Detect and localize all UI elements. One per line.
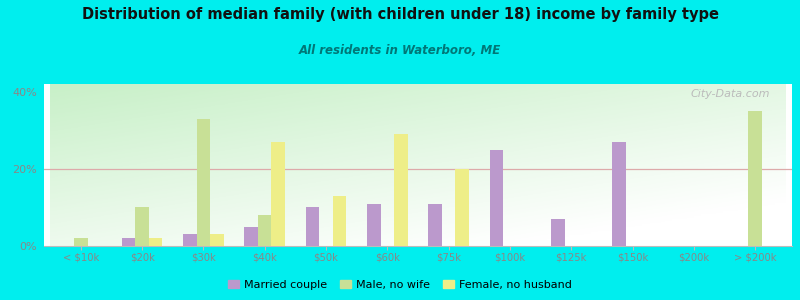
Bar [367,204,381,246]
Bar [612,142,626,246]
Legend: Married couple, Male, no wife, Female, no husband: Married couple, Male, no wife, Female, n… [224,276,576,294]
Bar [490,150,503,246]
Bar [455,169,469,246]
Bar [333,196,346,246]
Bar [135,207,149,246]
Bar [271,142,285,246]
Text: Distribution of median family (with children under 18) income by family type: Distribution of median family (with chil… [82,8,718,22]
Text: City-Data.com: City-Data.com [690,89,770,99]
Bar [258,215,271,246]
Bar [122,238,135,246]
Text: All residents in Waterboro, ME: All residents in Waterboro, ME [299,44,501,56]
Bar [245,227,258,246]
Bar [306,207,319,246]
Bar [551,219,565,246]
Bar [149,238,162,246]
Bar [394,134,407,246]
Bar [197,119,210,246]
Bar [210,234,224,246]
Bar [749,111,762,246]
Bar [429,204,442,246]
Bar [183,234,197,246]
Bar [74,238,87,246]
